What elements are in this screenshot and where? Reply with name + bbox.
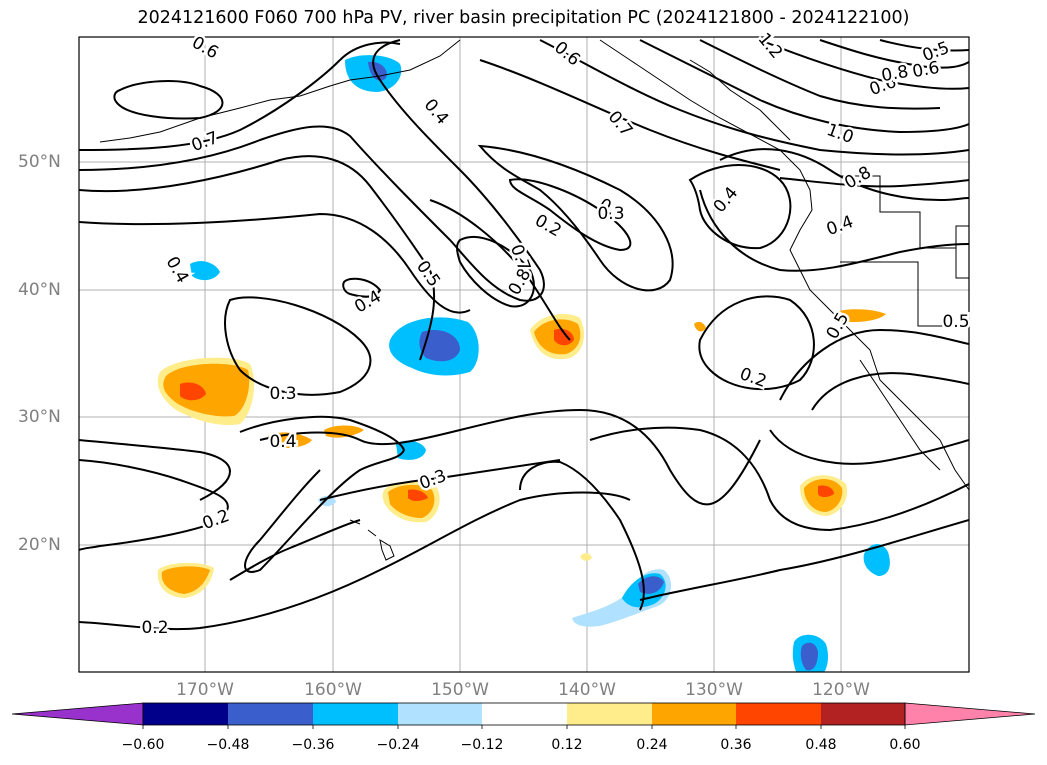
colorbar-tick-label: 0.60 bbox=[889, 737, 921, 753]
lon-label: 120°W bbox=[812, 680, 870, 700]
negative-precip-area bbox=[389, 317, 479, 376]
lat-label: 50°N bbox=[18, 152, 61, 172]
lon-label: 170°W bbox=[176, 680, 234, 700]
negative-precip-area bbox=[792, 634, 828, 672]
contour-label: 0.8 bbox=[880, 62, 910, 86]
contour-label: 0.3 bbox=[269, 384, 296, 404]
map-frame bbox=[78, 36, 970, 673]
contour-label: 0.4 bbox=[824, 212, 856, 240]
pv-contours bbox=[79, 39, 969, 631]
contour-label: 0.2 bbox=[531, 211, 564, 242]
negative-precip-area bbox=[396, 440, 426, 460]
lon-label: 150°W bbox=[431, 680, 489, 700]
lat-label: 30°N bbox=[18, 407, 61, 427]
colorbar-tick-label: 0.36 bbox=[720, 737, 752, 753]
negative-precip-area bbox=[190, 261, 220, 281]
colorbar-tick-label: 0.12 bbox=[551, 737, 583, 753]
negative-precip-area bbox=[863, 543, 890, 576]
colorbar-extend-min bbox=[11, 702, 144, 726]
positive-precip-area bbox=[157, 309, 886, 598]
contour-label: 0.5 bbox=[412, 257, 444, 291]
coastlines bbox=[99, 39, 969, 561]
figure-title: 2024121600 F060 700 hPa PV, river basin … bbox=[137, 8, 910, 28]
positive-precip-area bbox=[382, 481, 440, 523]
lon-label: 160°W bbox=[304, 680, 362, 700]
colorbar-bin bbox=[228, 703, 313, 725]
positive-precip-area bbox=[157, 357, 255, 426]
colorbar-tick-label: 0.48 bbox=[805, 737, 837, 753]
contour-label: 0.3 bbox=[417, 466, 449, 494]
colorbar-bin bbox=[313, 703, 398, 725]
colorbar bbox=[11, 702, 1036, 729]
colorbar-tick-label: −0.12 bbox=[460, 737, 504, 753]
colorbar-tick-label: −0.24 bbox=[376, 737, 420, 753]
colorbar-tick-label: −0.36 bbox=[291, 737, 335, 753]
contour-label: 0.4 bbox=[162, 253, 193, 286]
colorbar-bin bbox=[652, 703, 736, 725]
contour-label: 0.5 bbox=[920, 38, 952, 66]
contour-label: 0.7 bbox=[189, 128, 221, 156]
colorbar-bin bbox=[567, 703, 652, 725]
lon-label: 130°W bbox=[685, 680, 743, 700]
colorbar-bin bbox=[143, 703, 228, 725]
lon-label: 140°W bbox=[558, 680, 616, 700]
contour-label: 0.5 bbox=[942, 312, 969, 332]
lat-label: 40°N bbox=[18, 280, 61, 300]
contour-label: 0.4 bbox=[420, 95, 453, 129]
positive-precip-area bbox=[530, 314, 585, 360]
colorbar-bin bbox=[398, 703, 482, 725]
contour-label: 0.6 bbox=[550, 38, 584, 71]
colorbar-tick-label: −0.48 bbox=[206, 737, 250, 753]
contour-label: 1.2 bbox=[754, 29, 787, 63]
lat-label: 20°N bbox=[18, 535, 61, 555]
contour-label: 0.4 bbox=[269, 432, 296, 452]
contour-label: 0.3 bbox=[597, 204, 624, 224]
contour-label: 0.2 bbox=[141, 618, 168, 638]
colorbar-bin bbox=[821, 703, 905, 725]
colorbar-tick-label: −0.60 bbox=[121, 737, 165, 753]
colorbar-bin bbox=[482, 703, 567, 725]
colorbar-extend-max bbox=[904, 702, 1036, 726]
contour-label: 1.0 bbox=[824, 120, 856, 148]
precip-shading bbox=[157, 55, 890, 672]
colorbar-bin bbox=[736, 703, 821, 725]
contour-label: 0.4 bbox=[710, 183, 743, 217]
colorbar-tick-label: 0.24 bbox=[636, 737, 668, 753]
